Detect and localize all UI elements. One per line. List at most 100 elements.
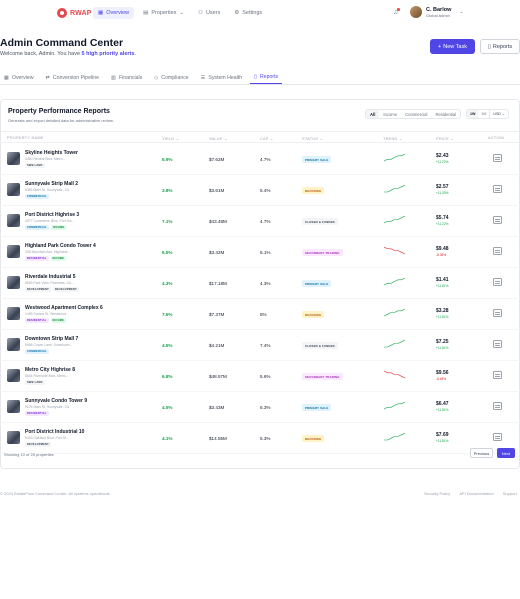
building-icon: ▤: [143, 10, 149, 16]
brand-name: RWAP: [70, 9, 92, 17]
property-cap: 5.3%: [260, 436, 271, 441]
tab-system-health[interactable]: ☰ System Health: [197, 71, 246, 84]
table-row[interactable]: Port District Industrial 10 9433 Oakland …: [0, 423, 520, 454]
filter-residential[interactable]: Residential: [435, 111, 457, 117]
pagination-summary: Showing 10 of 25 properties: [4, 452, 54, 457]
tab-compliance[interactable]: ◇ Compliance: [150, 71, 192, 84]
col-status[interactable]: STATUS ⌄: [302, 136, 323, 141]
property-name[interactable]: Highland Park Condo Tower 4: [25, 243, 96, 249]
report-action-icon[interactable]: [493, 433, 502, 441]
property-name[interactable]: Westwood Apartment Complex 6: [25, 305, 103, 311]
property-yield: 4.3%: [162, 281, 173, 286]
table-row[interactable]: Downtown Strip Mall 7 8986 Crown Lane, Do…: [0, 330, 520, 361]
tab-conversion-pipeline[interactable]: ⇄ Conversion Pipeline: [42, 71, 104, 84]
brand-logo[interactable]: RWAP: [57, 8, 92, 18]
property-name[interactable]: Sunnyvale Condo Tower 9: [25, 398, 88, 404]
tab-reports[interactable]: ▯ Reports: [250, 71, 283, 84]
report-action-icon[interactable]: [493, 371, 502, 379]
report-action-icon[interactable]: [493, 340, 502, 348]
property-cap: 5%: [260, 312, 267, 317]
property-yield: 5.9%: [162, 157, 173, 162]
property-yield: 6.5%: [162, 250, 173, 255]
col-action: ACTION: [488, 136, 505, 140]
report-action-icon[interactable]: [493, 278, 502, 286]
trend-line: [384, 184, 406, 193]
nav-properties[interactable]: ▤ Properties ⌄: [138, 7, 189, 19]
nav-overview[interactable]: ▦ Overview: [93, 7, 135, 19]
price-change: +11.81%: [436, 315, 449, 319]
filter-all[interactable]: All: [366, 110, 380, 118]
footer-links: Security Policy API Documentation Suppor…: [424, 491, 517, 496]
table-row[interactable]: Riverdale Industrial 5 6669 Park View, Ri…: [0, 268, 520, 299]
new-task-button[interactable]: + New Task: [430, 39, 475, 54]
report-action-icon[interactable]: [493, 247, 502, 255]
user-menu[interactable]: C. Barlow Global Admin ⌄: [410, 6, 464, 18]
property-yield: 4.5%: [162, 405, 173, 410]
col-property-name[interactable]: PROPERTY NAME: [7, 136, 44, 140]
price-change: -8.48%: [436, 377, 447, 381]
property-name[interactable]: Port District Highrise 3: [25, 212, 80, 218]
report-action-icon[interactable]: [493, 216, 502, 224]
property-yield: 4.1%: [162, 436, 173, 441]
table-row[interactable]: Sunnyvale Strip Mall 2 8385 Main St, Sunn…: [0, 175, 520, 206]
table-row[interactable]: Westwood Apartment Complex 6 1499 Sunset …: [0, 299, 520, 330]
property-name[interactable]: Riverdale Industrial 5: [25, 274, 76, 280]
sort-icon: ⌄: [450, 137, 454, 141]
price-change: +11.22%: [436, 222, 449, 226]
col-trend[interactable]: TREND ⌄: [383, 136, 402, 141]
server-icon: ☰: [200, 74, 206, 81]
tab-financials[interactable]: ▥ Financials: [107, 71, 146, 84]
nav-settings[interactable]: ⚙ Settings: [229, 7, 267, 19]
bell-icon[interactable]: ♫: [393, 9, 399, 16]
previous-button[interactable]: Previous: [470, 448, 493, 458]
property-tag: DEVELOPMENT: [52, 287, 79, 292]
footer-link-support[interactable]: Support: [502, 491, 517, 496]
report-action-icon[interactable]: [493, 402, 502, 410]
period-1w[interactable]: 1W: [467, 110, 479, 118]
property-name[interactable]: Metro City Highrise 8: [25, 367, 76, 373]
shield-icon: ◇: [154, 74, 159, 81]
filter-commercial[interactable]: Commercial: [405, 111, 428, 117]
nav-users[interactable]: ⚇ Users: [193, 7, 225, 19]
next-button[interactable]: Next: [497, 448, 515, 458]
property-cap: 6.3%: [260, 405, 271, 410]
table-row[interactable]: Skyline Heights Tower 4460 Neutral Blvd, …: [0, 144, 520, 175]
chart-icon: ▥: [111, 74, 116, 81]
report-action-icon[interactable]: [493, 154, 502, 162]
trend-line: [383, 215, 406, 224]
property-name[interactable]: Sunnyvale Strip Mall 2: [25, 181, 79, 187]
col-price[interactable]: PRICE ⌄: [436, 136, 454, 141]
tab-overview[interactable]: ▦ Overview: [0, 71, 38, 84]
table-row[interactable]: Port District Highrise 3 4977 Commerce Bl…: [0, 206, 520, 237]
property-name[interactable]: Downtown Strip Mall 7: [25, 336, 79, 342]
col-value[interactable]: VALUE ⌄: [209, 136, 228, 141]
property-tags: COMMERCIAL INCOME: [25, 225, 67, 230]
table-row[interactable]: Metro City Highrise 8 8844 Riverside Blvd…: [0, 361, 520, 392]
property-name[interactable]: Port District Industrial 10: [25, 429, 85, 435]
property-value: $3.61M: [209, 188, 225, 193]
table-row[interactable]: Sunnyvale Condo Tower 9 9125 Main St, Sun…: [0, 392, 520, 423]
period-1m[interactable]: 1M: [481, 112, 487, 116]
welcome-prefix: Welcome back, Admin. You have: [0, 51, 82, 57]
footer-link-api-docs[interactable]: API Documentation: [459, 491, 494, 496]
property-tag: COMMERCIAL: [25, 225, 49, 230]
property-address: 9433 Oakland Blvd, Port Di...: [25, 436, 69, 440]
trend-line: [383, 246, 406, 255]
footer-link-security[interactable]: Security Policy: [424, 491, 451, 496]
new-task-label: New Task: [443, 43, 467, 50]
col-cap-label: CAP: [260, 137, 269, 141]
col-cap[interactable]: CAP ⌄: [260, 136, 273, 141]
currency-select[interactable]: USD ⌄: [489, 110, 508, 118]
report-action-icon[interactable]: [493, 185, 502, 193]
property-name[interactable]: Skyline Heights Tower: [25, 150, 78, 156]
filter-income[interactable]: Income: [383, 111, 398, 117]
table-row[interactable]: Highland Park Condo Tower 4 338 Mountain …: [0, 237, 520, 268]
alert-count-link[interactable]: 5 high priority alerts: [81, 51, 135, 57]
col-yield[interactable]: YIELD ⌄: [162, 136, 179, 141]
chevron-down-icon: ⌄: [501, 112, 505, 116]
price-change: +11.22%: [436, 160, 449, 164]
report-action-icon[interactable]: [493, 309, 502, 317]
property-cap: 4.7%: [260, 219, 271, 224]
status-badge: REZONING: [302, 187, 325, 194]
reports-button[interactable]: ▯ Reports: [480, 39, 520, 54]
